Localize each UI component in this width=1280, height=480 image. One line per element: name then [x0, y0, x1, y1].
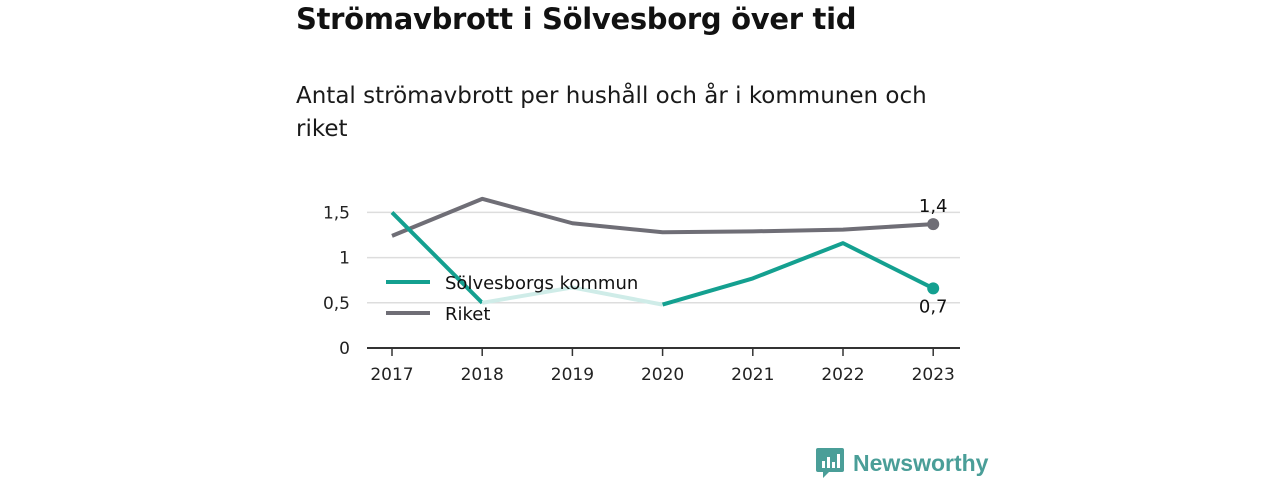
x-tick-label: 2018 [461, 365, 504, 385]
series-line-kommun-faded [481, 285, 663, 307]
y-tick-label: 1 [339, 249, 350, 269]
newsworthy-brand: Newsworthy [815, 446, 988, 480]
brand-name: Newsworthy [853, 449, 989, 476]
x-tick-label: 2019 [551, 365, 594, 385]
data-label-riket: 1,4 [919, 196, 948, 217]
x-axis-ticks: 2017 2018 2019 2020 2021 2022 2023 [370, 348, 955, 385]
data-label-kommun: 0,7 [919, 296, 948, 317]
chart-subtitle: Antal strömavbrott per hushåll och år i … [296, 83, 927, 142]
y-tick-label: 0,5 [323, 294, 350, 314]
series-line-riket [391, 196, 934, 238]
chart-title: Strömavbrott i Sölvesborg över tid [296, 2, 857, 36]
y-axis-ticks: 0 0,5 1 1,5 [323, 203, 350, 359]
series-lines [390, 196, 935, 307]
legend: Sölvesborgs kommun Riket [386, 273, 638, 325]
series-endpoints: 1,4 0,7 [919, 196, 948, 317]
y-tick-label: 0 [339, 339, 350, 359]
series-line-kommun [662, 241, 935, 307]
x-tick-label: 2023 [912, 365, 955, 385]
x-tick-label: 2020 [641, 365, 684, 385]
x-tick-label: 2017 [370, 365, 413, 385]
endpoint-marker-kommun [927, 282, 940, 295]
endpoint-marker-riket [927, 218, 940, 231]
legend-label-kommun: Sölvesborgs kommun [445, 273, 638, 294]
series-line-kommun [390, 210, 484, 305]
legend-label-riket: Riket [445, 304, 490, 325]
y-tick-label: 1,5 [323, 203, 350, 223]
x-tick-label: 2021 [731, 365, 774, 385]
x-tick-label: 2022 [821, 365, 864, 385]
bar-chart-logo-icon [816, 448, 844, 478]
